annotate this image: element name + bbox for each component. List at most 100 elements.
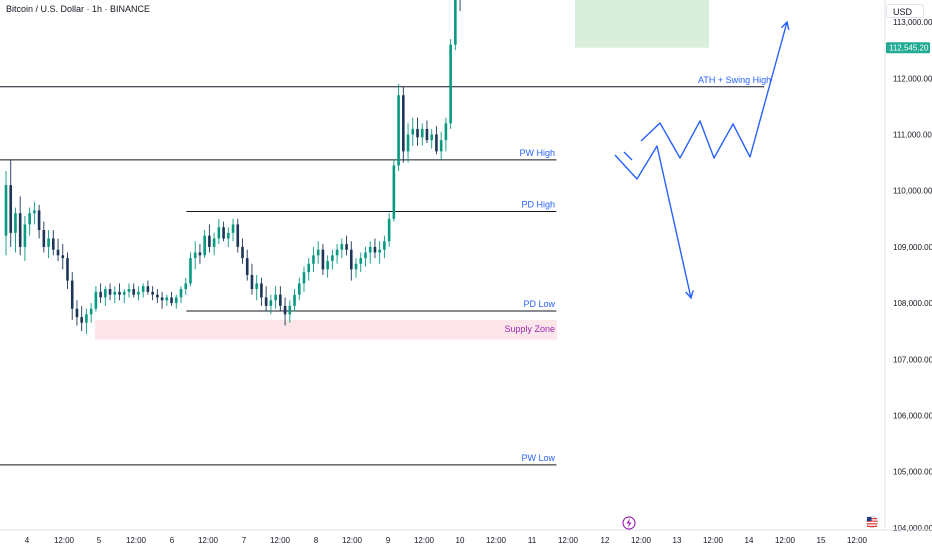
candle <box>269 294 273 315</box>
candle-body <box>250 274 254 290</box>
candle <box>383 235 386 259</box>
candle-body <box>66 258 69 281</box>
candle-body <box>146 286 150 292</box>
candle <box>42 221 46 253</box>
candle <box>184 277 188 295</box>
price-label-text: 112,545.20 <box>889 43 929 52</box>
candle <box>156 289 159 304</box>
x-axis[interactable]: 4 12:00 5 12:00 6 12:00 7 12:00 8 12:00 9 12:00 10 12… <box>0 529 932 545</box>
x-tick-label: 12:00 <box>558 536 579 545</box>
candle-body <box>52 238 55 250</box>
candle <box>397 83 400 172</box>
y-tick-label: 109,000.00 <box>893 243 932 252</box>
y-axis[interactable]: 104,000.00 105,000.00 106,000.00 107,000.00… <box>884 0 932 533</box>
candle <box>108 283 112 301</box>
lightning-icon-bolt <box>626 518 632 528</box>
candle <box>260 277 263 306</box>
candle-body <box>137 291 140 295</box>
candle-body <box>18 213 22 247</box>
candle <box>122 289 126 304</box>
level-label-0: ATH + Swing High <box>698 75 771 85</box>
us-flag-icon <box>866 516 878 528</box>
candle-body <box>326 260 329 270</box>
candle <box>203 230 206 259</box>
candle-body <box>160 297 164 301</box>
projection-path-1 <box>640 21 788 159</box>
candle-body <box>85 314 88 323</box>
candle <box>208 224 211 253</box>
candle <box>435 126 438 155</box>
candle-body <box>61 255 65 259</box>
candle-body <box>217 227 221 239</box>
candle-body <box>104 289 107 298</box>
y-tick-label: 108,000.00 <box>893 299 932 308</box>
x-tick-label: 14 <box>745 536 754 545</box>
candle <box>364 246 367 267</box>
candle <box>373 238 377 259</box>
candle-body <box>94 291 98 309</box>
candle <box>85 308 88 334</box>
x-tick-label: 10 <box>456 536 465 545</box>
candle-body <box>316 249 320 256</box>
candle <box>23 216 27 261</box>
candle <box>193 241 197 270</box>
candle <box>378 241 381 264</box>
zones-layer: Supply Zone <box>95 0 709 340</box>
candle <box>359 252 363 273</box>
candle-body <box>274 294 277 301</box>
candle-body <box>156 294 159 298</box>
candle <box>61 244 65 270</box>
candle <box>56 238 60 261</box>
x-tick-label: 12:00 <box>54 536 75 545</box>
level-label-2: PD High <box>521 200 555 210</box>
candle-body <box>141 286 145 292</box>
level-label-1: PW High <box>519 148 555 158</box>
candle-body <box>9 185 13 233</box>
y-tick-label: 111,000.00 <box>893 131 932 140</box>
x-tick-label: 7 <box>242 536 247 545</box>
flag-stripe <box>867 525 877 527</box>
candle <box>250 263 254 295</box>
candle-body <box>212 238 216 247</box>
candle <box>354 258 358 278</box>
y-tick-label: 104,000.00 <box>893 524 932 533</box>
flag-canton <box>867 517 872 521</box>
candle <box>425 120 429 143</box>
candle-body <box>373 246 377 253</box>
candle <box>165 294 169 306</box>
candle <box>212 232 216 256</box>
candle <box>255 274 258 301</box>
currency-selector[interactable]: USD <box>886 4 924 18</box>
candle-body <box>279 294 282 306</box>
candle <box>47 230 50 259</box>
candle <box>316 241 320 264</box>
level-label-3: PD Low <box>523 299 555 309</box>
candle-body <box>293 294 296 306</box>
y-tick-label: 112,000.00 <box>893 74 932 83</box>
candle <box>297 277 301 301</box>
candle <box>444 117 448 152</box>
candle-body <box>349 249 353 270</box>
candle <box>132 283 136 298</box>
candle <box>174 294 178 309</box>
candle-body <box>28 213 31 225</box>
candle-body <box>264 297 268 306</box>
candle-body <box>231 224 235 233</box>
candle <box>141 283 145 298</box>
candle-body <box>227 232 230 239</box>
candle-body <box>260 283 263 298</box>
x-tick-label: 5 <box>97 536 102 545</box>
projection-path-2 <box>623 151 633 161</box>
candle <box>345 235 348 256</box>
candle-body <box>420 128 424 138</box>
candle <box>170 291 173 306</box>
candle <box>420 123 424 146</box>
candle <box>288 300 292 323</box>
candle-body <box>203 235 206 256</box>
candle-body <box>189 258 192 284</box>
candle <box>33 201 36 225</box>
candle-body <box>411 128 415 135</box>
candle-body <box>122 291 126 295</box>
candle-body <box>378 249 381 253</box>
